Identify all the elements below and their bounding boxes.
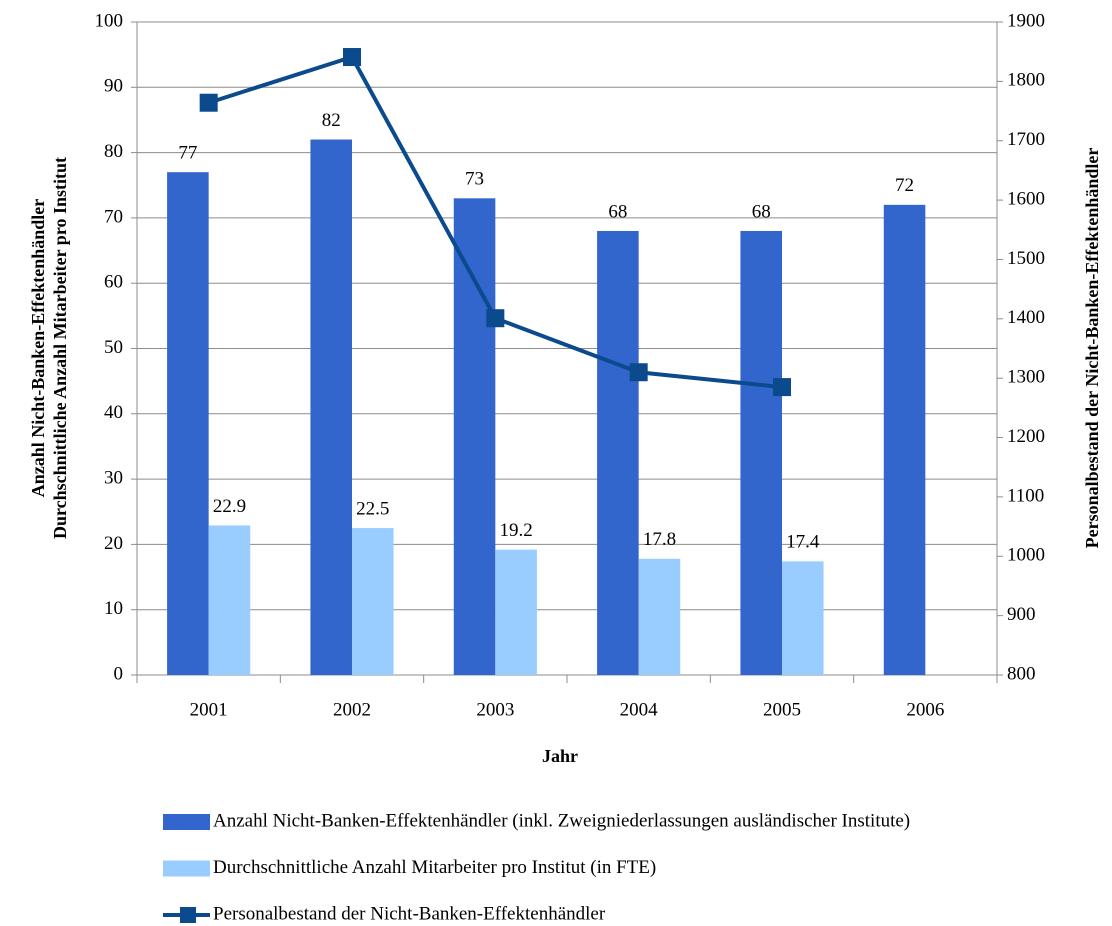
data-label: 73 — [465, 169, 484, 190]
y2-tick-label: 900 — [1007, 604, 1036, 625]
line-marker — [629, 363, 648, 382]
y-tick-label: 70 — [104, 206, 123, 227]
bar — [208, 525, 251, 675]
y-tick-label: 10 — [104, 598, 123, 619]
x-tick-label: 2002 — [333, 699, 371, 720]
y-tick-label: 20 — [104, 533, 123, 554]
data-label: 22.5 — [356, 498, 389, 519]
y-tick-label: 100 — [95, 10, 124, 31]
bar — [597, 230, 639, 675]
y2-tick-label: 1000 — [1007, 545, 1045, 566]
line-marker — [773, 378, 791, 397]
legend-label: Personalbestand der Nicht-Banken-Effekte… — [213, 903, 606, 924]
y2-tick-label: 1500 — [1007, 248, 1045, 269]
bar — [167, 172, 209, 675]
data-label: 17.4 — [786, 532, 820, 553]
y2-tick-label: 1300 — [1007, 367, 1045, 388]
data-label: 68 — [608, 201, 627, 222]
data-label: 72 — [895, 175, 914, 196]
line-marker — [486, 309, 505, 328]
legend-label: Durchschnittliche Anzahl Mitarbeiter pro… — [213, 857, 656, 878]
x-tick-label: 2006 — [906, 699, 944, 720]
data-label: 82 — [322, 110, 341, 131]
y-tick-label: 30 — [104, 467, 123, 488]
x-tick-label: 2003 — [476, 699, 514, 720]
legend-swatch — [163, 814, 210, 830]
bar — [782, 561, 824, 675]
y-tick-label: 60 — [104, 272, 123, 293]
bar — [740, 230, 782, 675]
bar — [453, 198, 496, 675]
line-marker — [343, 48, 361, 67]
bar — [495, 549, 537, 675]
y-tick-label: 50 — [104, 337, 123, 358]
x-tick-label: 2001 — [190, 699, 228, 720]
y2-tick-label: 1200 — [1007, 426, 1045, 447]
bar — [310, 139, 352, 676]
y2-tick-label: 800 — [1007, 663, 1036, 684]
legend-label: Anzahl Nicht-Banken-Effektenhändler (ink… — [213, 810, 910, 831]
y2-tick-label: 1100 — [1007, 485, 1044, 506]
y-axis-title: Durchschnittliche Anzahl Mitarbeiter pro… — [50, 157, 70, 539]
data-label: 68 — [752, 201, 771, 222]
x-tick-label: 2004 — [620, 699, 659, 720]
line-marker — [199, 93, 218, 112]
y-axis-title: Anzahl Nicht-Banken-Effektenhändler — [28, 199, 48, 498]
y2-tick-label: 1400 — [1007, 307, 1045, 328]
bar — [638, 558, 681, 675]
bar — [883, 204, 926, 675]
data-label: 77 — [178, 143, 197, 164]
y-tick-label: 80 — [104, 141, 123, 162]
data-label: 19.2 — [499, 520, 532, 541]
data-label: 17.8 — [643, 529, 676, 550]
data-label: 22.9 — [213, 496, 246, 517]
legend-swatch — [163, 860, 210, 877]
y-tick-label: 90 — [104, 76, 123, 97]
legend-swatch — [180, 907, 196, 923]
y2-axis-title: Personalbestand der Nicht-Banken-Effekte… — [1082, 148, 1102, 549]
bar — [352, 528, 394, 675]
x-tick-label: 2005 — [763, 699, 801, 720]
y-tick-label: 0 — [114, 663, 124, 684]
y2-tick-label: 1900 — [1007, 10, 1045, 31]
y-tick-label: 40 — [104, 402, 123, 423]
y2-tick-label: 1600 — [1007, 188, 1045, 209]
y2-tick-label: 1700 — [1007, 129, 1045, 150]
y2-tick-label: 1800 — [1007, 70, 1045, 91]
x-axis-title: Jahr — [542, 746, 578, 766]
